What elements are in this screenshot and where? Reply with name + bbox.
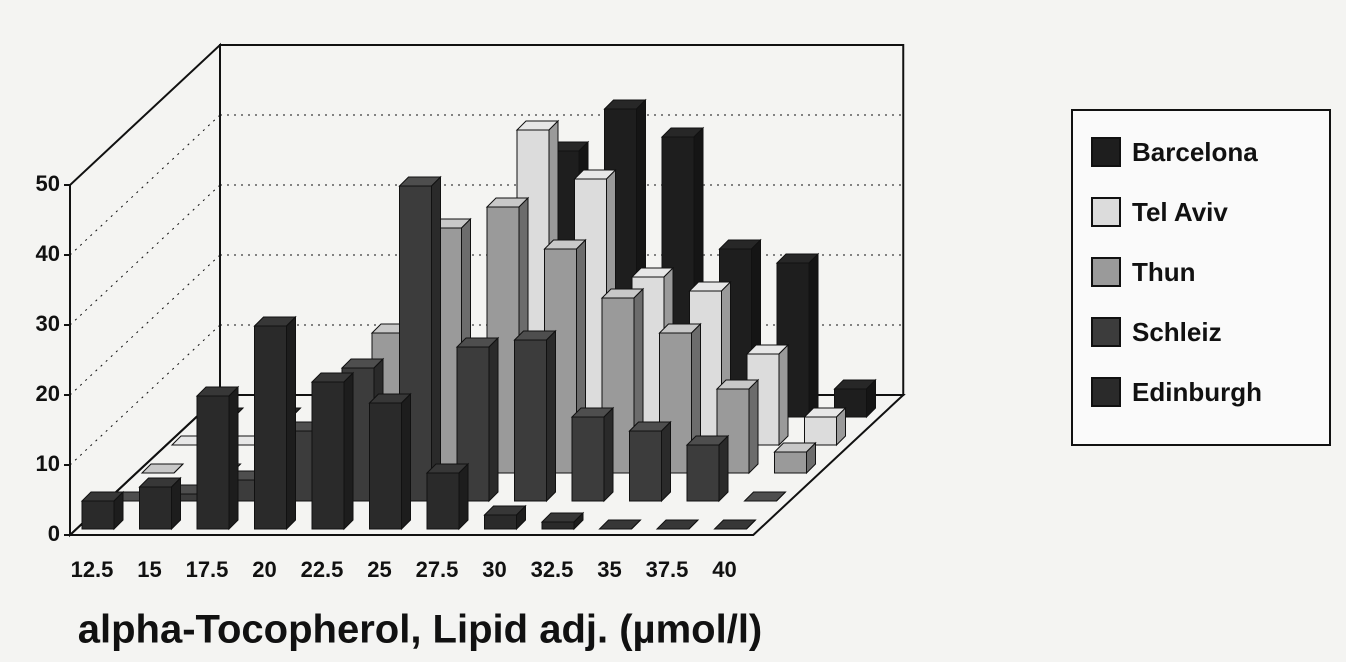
x-tick-label: 17.5	[186, 557, 229, 582]
bar-front	[426, 472, 460, 530]
legend-label: Schleiz	[1132, 317, 1222, 347]
bar-side	[171, 476, 181, 531]
legend-swatch	[1091, 257, 1121, 287]
legend-swatch	[1091, 197, 1121, 227]
bar	[138, 476, 182, 531]
bar-side	[688, 519, 699, 530]
bar-side	[228, 385, 239, 531]
bar	[368, 392, 412, 531]
y-tick-label: 20	[36, 381, 60, 406]
bar	[628, 420, 672, 503]
legend-label: Thun	[1132, 257, 1196, 287]
bar-side	[431, 175, 441, 503]
bar-front	[541, 521, 575, 530]
bar	[140, 463, 185, 474]
bar-front	[311, 381, 345, 530]
bar-top	[743, 491, 787, 502]
bar-side	[746, 519, 756, 530]
x-tick-label: 20	[252, 557, 276, 582]
x-tick-label: 15	[137, 557, 161, 582]
bar	[80, 490, 125, 531]
y-tick-label: 40	[36, 241, 60, 266]
x-tick-label: 27.5	[416, 557, 459, 582]
bar-side	[343, 371, 354, 531]
bar	[598, 519, 642, 530]
bar-side	[718, 434, 729, 503]
bar-front	[81, 500, 115, 530]
bar	[803, 406, 847, 447]
legend-label: Tel Aviv	[1132, 197, 1228, 227]
bar-front	[774, 451, 807, 474]
x-tick-label: 32.5	[531, 557, 574, 582]
y-tick-label: 0	[48, 521, 60, 546]
bar	[655, 519, 700, 530]
grid-line	[69, 254, 221, 396]
bar-side	[631, 519, 641, 530]
bar	[195, 385, 240, 531]
y-tick-label: 30	[36, 311, 60, 336]
bar-side	[808, 252, 819, 419]
bar	[713, 519, 757, 530]
legend-label: Barcelona	[1132, 137, 1258, 167]
bar-side	[488, 336, 499, 503]
bar-top	[598, 519, 642, 530]
bar-side	[776, 491, 786, 502]
bar-side	[286, 315, 296, 531]
bar	[513, 329, 557, 503]
bar-front	[629, 430, 662, 502]
bar-side	[778, 343, 789, 447]
bar-front	[369, 402, 402, 530]
x-tick-label: 40	[712, 557, 736, 582]
bar-side	[458, 462, 469, 531]
bar	[658, 322, 702, 475]
bar-side	[401, 392, 411, 531]
bar-front	[196, 395, 230, 530]
y-tick-label: 50	[36, 171, 60, 196]
bar-side	[173, 463, 184, 474]
x-tick-label: 37.5	[646, 557, 689, 582]
bar-side	[603, 406, 614, 503]
bar	[540, 511, 585, 531]
bar-front	[514, 339, 547, 502]
bar-top	[655, 519, 700, 530]
x-tick-label: 12.5	[71, 557, 114, 582]
legend-label: Edinburgh	[1132, 377, 1262, 407]
bar-top	[713, 519, 757, 530]
bar-side	[748, 378, 759, 475]
legend-swatch	[1091, 317, 1121, 347]
bar-front	[686, 444, 720, 502]
bar	[483, 504, 527, 531]
bar	[253, 315, 297, 531]
bar-front	[254, 325, 287, 530]
legend-swatch	[1091, 137, 1121, 167]
bar-top	[140, 463, 185, 474]
x-tick-label: 22.5	[301, 557, 344, 582]
bar-front	[804, 416, 837, 446]
grid-line	[69, 184, 221, 326]
bar-front	[139, 486, 172, 530]
x-tick-label: 35	[597, 557, 621, 582]
bar	[743, 491, 787, 502]
x-tick-label: 30	[482, 557, 506, 582]
x-axis-label: alpha-Tocopherol, Lipid adj. (µmol/l)	[78, 608, 763, 652]
bar	[425, 462, 470, 531]
bar	[773, 441, 817, 475]
bar-side	[546, 329, 556, 503]
bar-side	[661, 420, 671, 503]
legend-swatch	[1091, 377, 1121, 407]
grid-line	[69, 114, 221, 256]
bar-front	[571, 416, 605, 502]
x-tick-label: 25	[367, 557, 391, 582]
y-tick-label: 10	[36, 451, 60, 476]
bar-front	[484, 514, 517, 530]
bar	[570, 406, 615, 503]
bar	[310, 371, 355, 531]
bar	[685, 434, 730, 503]
